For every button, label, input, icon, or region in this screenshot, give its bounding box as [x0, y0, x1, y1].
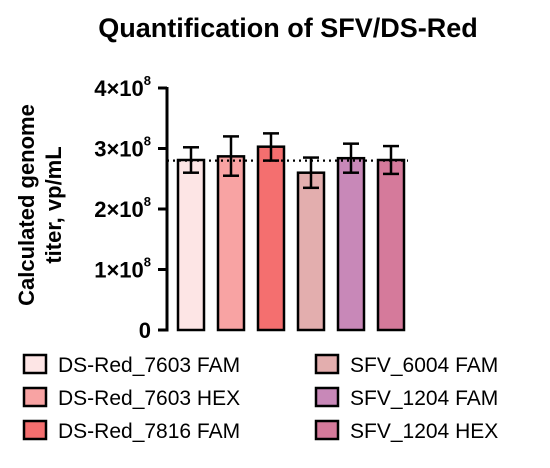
legend-swatch-4	[314, 353, 340, 375]
legend-swatch-3	[22, 419, 48, 441]
legend: DS-Red_7603 FAM DS-Red_7603 HEX DS-Red_781…	[22, 353, 498, 443]
legend-label-1: DS-Red_7603 FAM	[58, 354, 240, 377]
legend-label-4: SFV_6004 FAM	[350, 354, 498, 377]
legend-label-2: DS-Red_7603 HEX	[58, 387, 240, 410]
y-axis-label-line-2: titer, vp/mL	[41, 146, 66, 263]
y-tick-label: 0	[139, 318, 151, 343]
bar-2	[216, 155, 246, 332]
legend-swatch-1	[22, 353, 48, 375]
y-tick-label: 1×108	[94, 255, 151, 283]
bars	[176, 145, 406, 332]
legend-label-5: SFV_1204 FAM	[350, 387, 498, 410]
y-axis-label: Calculated genome titer, vp/mL	[14, 104, 66, 306]
legend-swatch-2	[22, 386, 48, 408]
y-tick-label: 4×108	[94, 73, 151, 101]
y-tick-label: 2×108	[94, 194, 151, 222]
y-axis-ticks: 0 1×108 2×108 3×108 4×108	[94, 73, 167, 343]
chart-title: Quantification of SFV/DS-Red	[98, 13, 478, 43]
legend-swatch-5	[314, 386, 340, 408]
legend-label-6: SFV_1204 HEX	[350, 420, 498, 443]
legend-label-3: DS-Red_7816 FAM	[58, 420, 240, 443]
bar-3	[256, 145, 286, 332]
y-tick-label: 3×108	[94, 134, 151, 162]
bar-6	[376, 158, 406, 332]
bar-1	[176, 158, 206, 332]
bar-4	[296, 171, 326, 332]
y-axis-label-line-1: Calculated genome	[14, 104, 39, 306]
bar-5	[336, 156, 366, 332]
legend-swatch-6	[314, 419, 340, 441]
